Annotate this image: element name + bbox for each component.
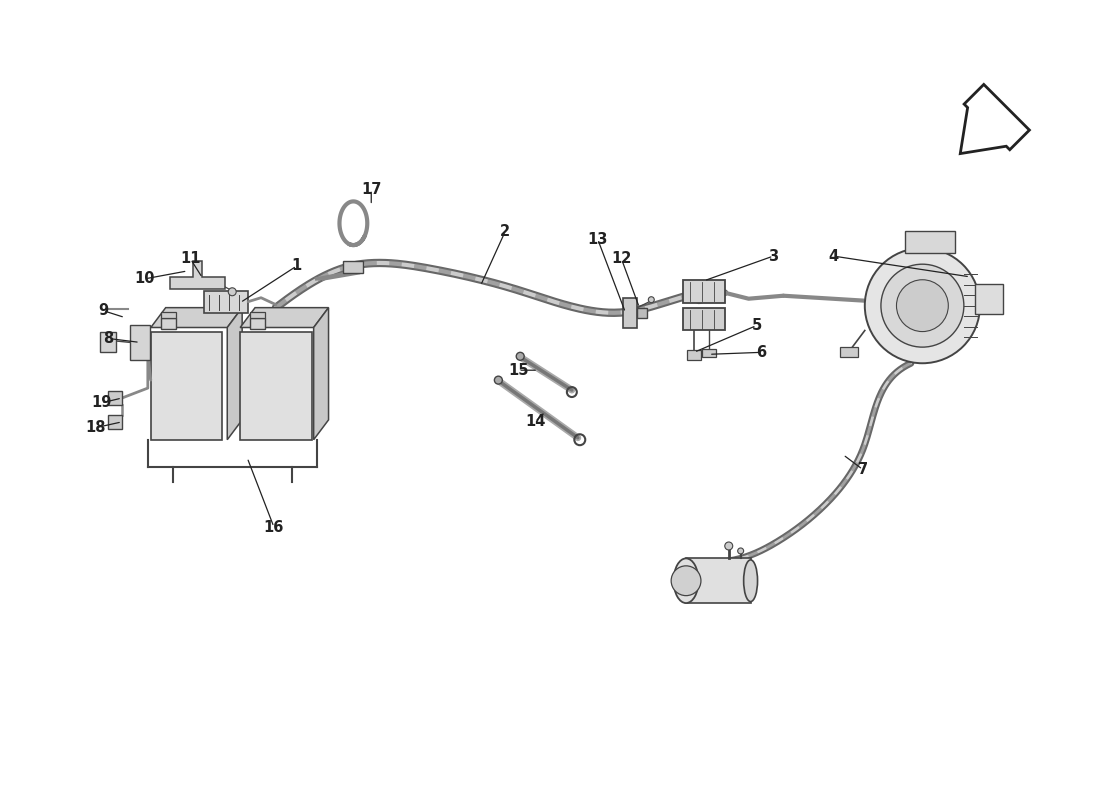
FancyBboxPatch shape — [161, 312, 176, 318]
Circle shape — [516, 352, 525, 360]
Text: 1: 1 — [292, 258, 301, 274]
Circle shape — [865, 248, 980, 363]
FancyBboxPatch shape — [108, 415, 122, 429]
FancyBboxPatch shape — [250, 318, 265, 330]
FancyBboxPatch shape — [100, 333, 116, 352]
Text: 2: 2 — [500, 224, 510, 238]
Text: 14: 14 — [525, 414, 546, 430]
FancyBboxPatch shape — [205, 290, 249, 313]
Polygon shape — [169, 261, 226, 289]
Circle shape — [671, 566, 701, 596]
Text: 18: 18 — [85, 420, 106, 435]
FancyBboxPatch shape — [161, 318, 176, 330]
Polygon shape — [228, 308, 242, 440]
FancyBboxPatch shape — [683, 308, 725, 330]
Text: 6: 6 — [757, 345, 767, 360]
Ellipse shape — [673, 558, 698, 603]
Text: 16: 16 — [264, 520, 284, 534]
Text: 8: 8 — [103, 331, 113, 346]
Polygon shape — [151, 308, 242, 327]
Circle shape — [881, 264, 964, 347]
Circle shape — [738, 548, 744, 554]
FancyBboxPatch shape — [343, 261, 363, 273]
FancyBboxPatch shape — [151, 333, 222, 440]
FancyBboxPatch shape — [637, 308, 647, 318]
Circle shape — [494, 376, 503, 384]
Text: 13: 13 — [587, 232, 608, 246]
FancyBboxPatch shape — [975, 284, 1003, 314]
Circle shape — [725, 542, 733, 550]
Polygon shape — [314, 308, 329, 440]
Ellipse shape — [744, 560, 758, 602]
Polygon shape — [960, 85, 1030, 154]
Text: 17: 17 — [361, 182, 382, 197]
FancyBboxPatch shape — [624, 298, 637, 327]
FancyBboxPatch shape — [240, 333, 311, 440]
Text: 3: 3 — [769, 249, 779, 263]
Circle shape — [648, 297, 654, 302]
Circle shape — [229, 288, 236, 296]
Circle shape — [896, 280, 948, 331]
FancyBboxPatch shape — [686, 558, 750, 603]
FancyBboxPatch shape — [905, 231, 955, 253]
FancyBboxPatch shape — [130, 325, 150, 360]
FancyBboxPatch shape — [683, 281, 725, 302]
FancyBboxPatch shape — [108, 391, 122, 405]
Text: 4: 4 — [828, 249, 838, 263]
Text: 11: 11 — [180, 251, 201, 266]
FancyBboxPatch shape — [702, 350, 716, 358]
Text: 19: 19 — [91, 395, 111, 410]
FancyBboxPatch shape — [840, 347, 858, 358]
Text: 12: 12 — [612, 251, 631, 266]
Text: 7: 7 — [858, 462, 868, 477]
Text: 5: 5 — [751, 318, 761, 333]
FancyBboxPatch shape — [688, 350, 701, 360]
Text: 9: 9 — [98, 303, 108, 318]
Polygon shape — [240, 308, 329, 327]
Text: 10: 10 — [134, 271, 155, 286]
Text: 15: 15 — [508, 362, 528, 378]
FancyBboxPatch shape — [250, 312, 265, 318]
